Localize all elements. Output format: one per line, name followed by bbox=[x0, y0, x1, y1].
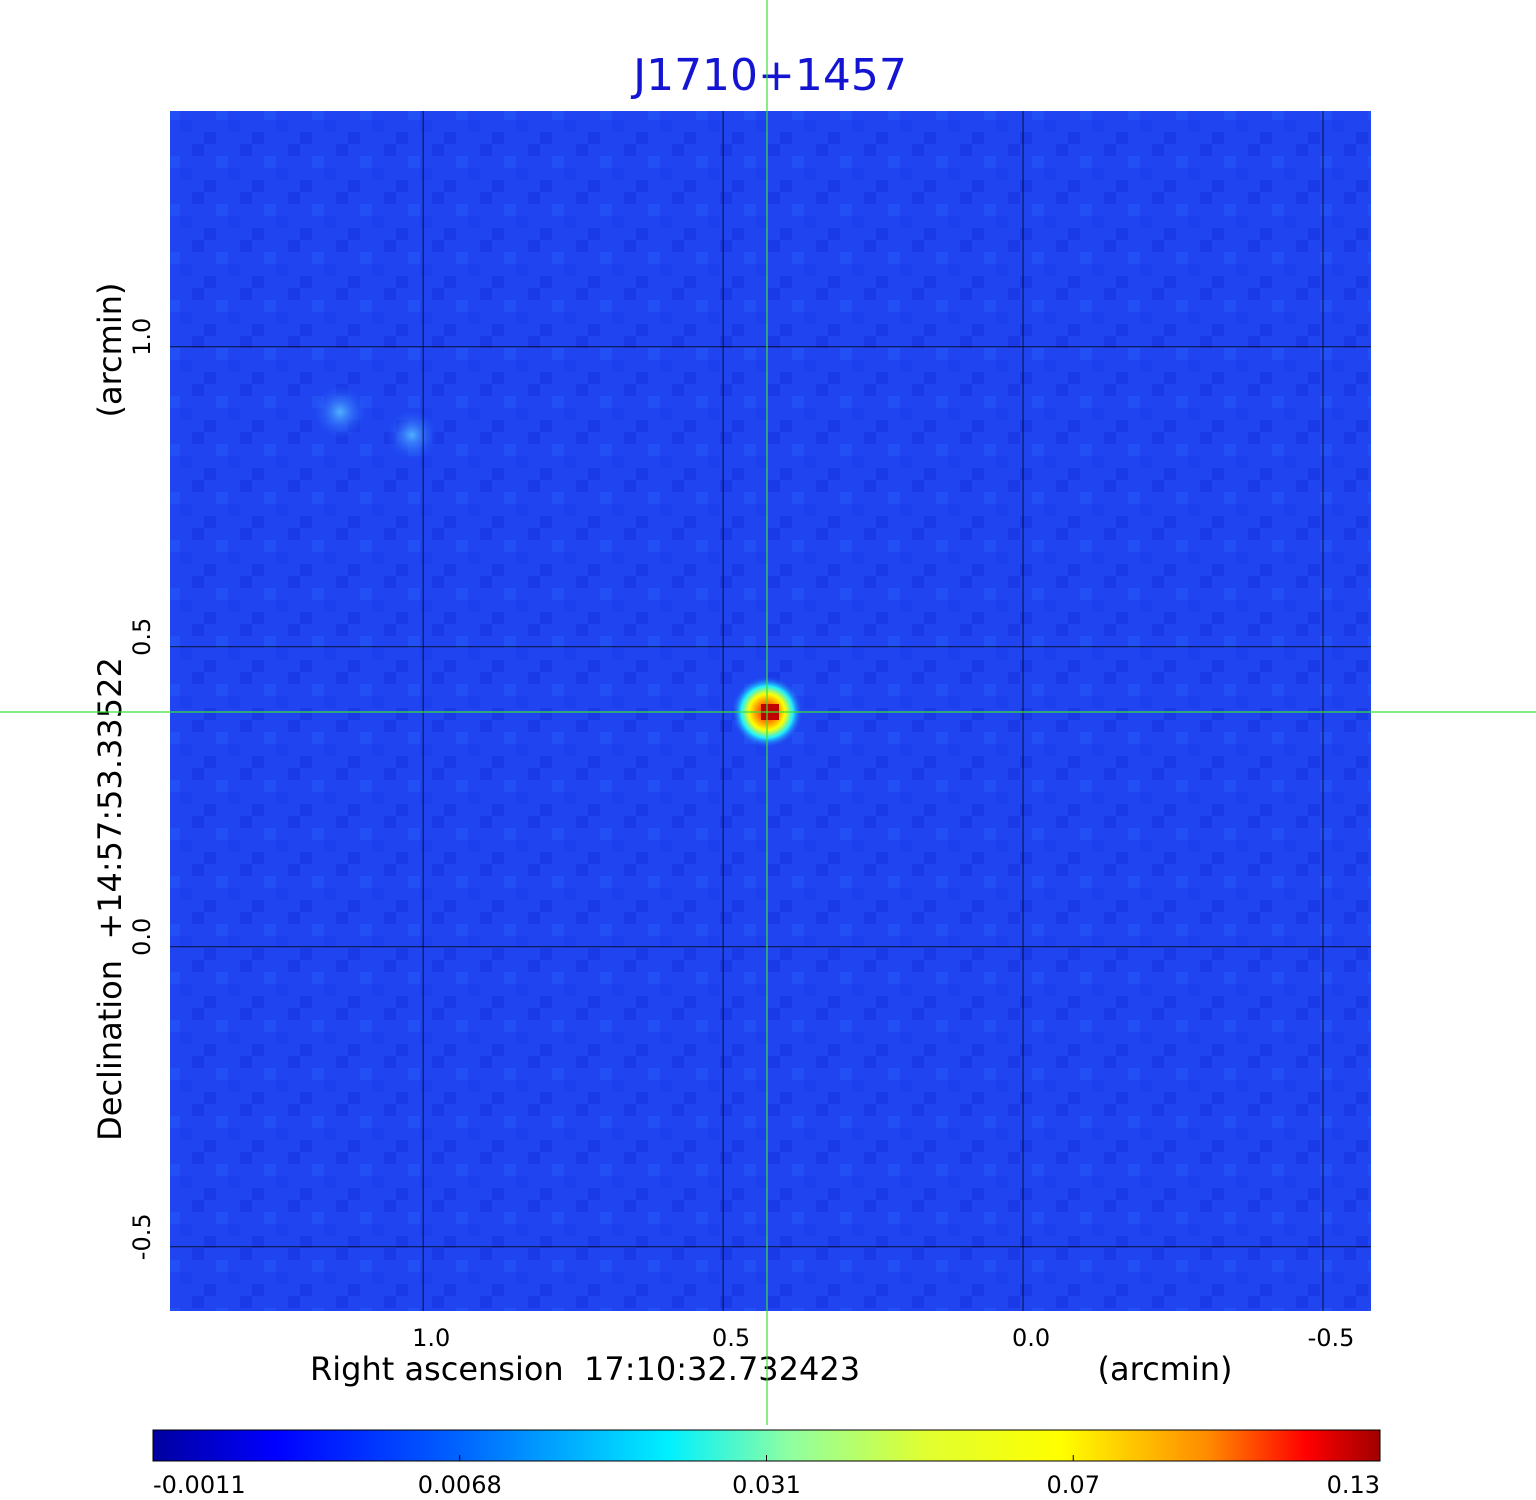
x-tick-label: 0.0 bbox=[1012, 1324, 1050, 1352]
colorbar-tick-label: 0.0068 bbox=[418, 1471, 502, 1499]
y-tick-label: -0.5 bbox=[128, 1213, 156, 1260]
y-axis-unit: (arcmin) bbox=[91, 283, 129, 418]
x-tick-label: -0.5 bbox=[1308, 1324, 1355, 1352]
y-axis-label: Declination +14:57:53.33522 bbox=[91, 657, 129, 1141]
y-tick-label: 0.0 bbox=[128, 918, 156, 956]
x-axis-label: Right ascension 17:10:32.732423 bbox=[310, 1350, 860, 1388]
colorbar-tick-label: 0.07 bbox=[1047, 1471, 1100, 1499]
x-axis-unit: (arcmin) bbox=[1098, 1350, 1233, 1388]
y-tick-label: 0.5 bbox=[128, 618, 156, 656]
x-tick-label: 1.0 bbox=[412, 1324, 450, 1352]
colorbar-tick-label: -0.0011 bbox=[153, 1471, 246, 1499]
faint-source bbox=[386, 409, 438, 461]
chart-title: J1710+1457 bbox=[630, 50, 907, 101]
colorbar-tick-label: 0.031 bbox=[732, 1471, 801, 1499]
faint-source bbox=[312, 384, 368, 440]
colorbar-tick-label: 0.13 bbox=[1327, 1471, 1380, 1499]
x-tick-label: 0.5 bbox=[712, 1324, 750, 1352]
y-tick-label: 1.0 bbox=[128, 318, 156, 356]
